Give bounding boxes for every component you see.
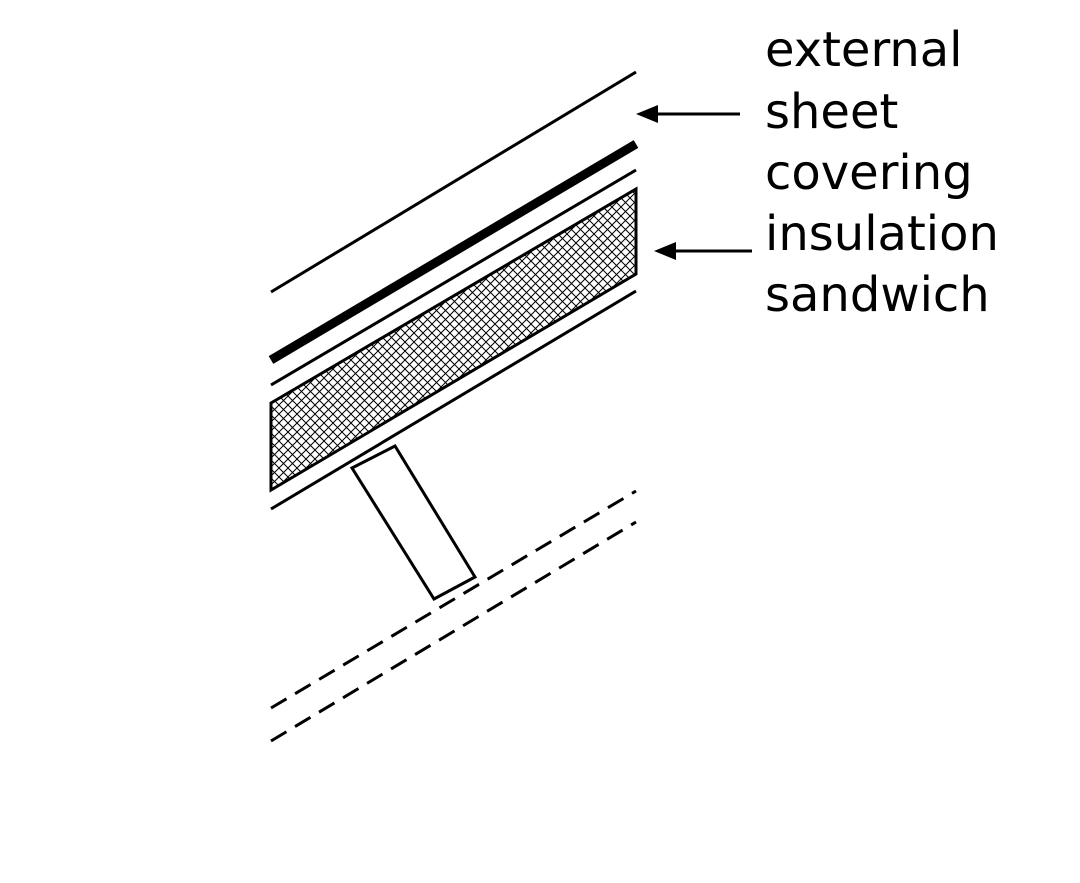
dashed-line-lower <box>270 520 637 743</box>
label-external: external <box>765 22 963 78</box>
arrow-insulation-icon <box>654 242 752 260</box>
support-block <box>349 444 478 601</box>
label-sandwich: sandwich <box>765 267 990 323</box>
dashed-line-upper <box>270 489 637 710</box>
arrow-external-sheet-icon <box>636 105 740 123</box>
label-covering: covering <box>765 145 973 201</box>
label-insulation: insulation <box>765 206 999 262</box>
lower-sandwich-line <box>270 289 637 511</box>
external-sheet-line <box>270 70 637 294</box>
insulation-sandwich-fill <box>269 186 638 493</box>
thick-layer-line <box>268 140 639 364</box>
label-sheet: sheet <box>765 84 898 140</box>
upper-sandwich-line <box>270 168 637 387</box>
